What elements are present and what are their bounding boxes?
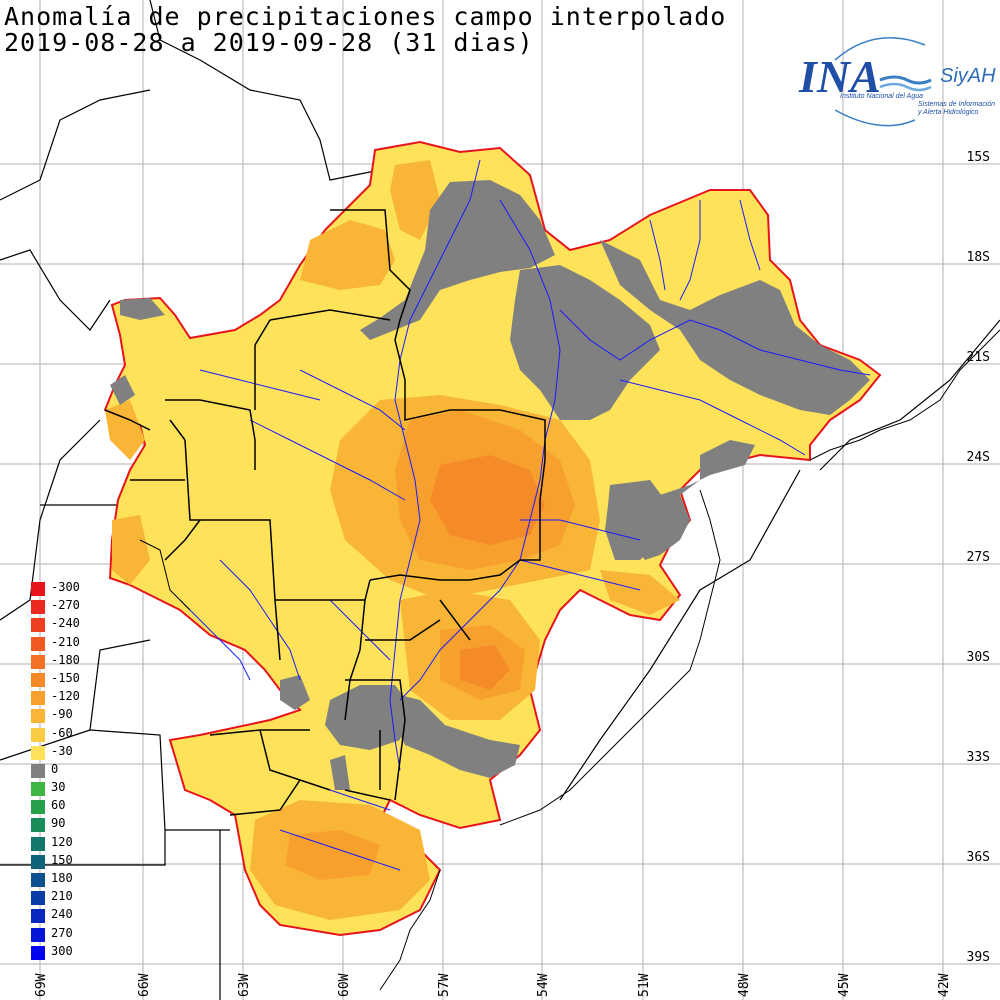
legend-swatch xyxy=(31,854,45,869)
lon-label-66w: 66W xyxy=(137,973,152,997)
lon-label-45w: 45W xyxy=(837,973,852,997)
legend-swatch xyxy=(31,909,45,924)
logo-alert-text: y Alerta Hidrológico xyxy=(917,109,979,116)
coastline xyxy=(139,329,1000,991)
anomaly-strongest-zones xyxy=(430,455,545,690)
legend-label: -240 xyxy=(51,616,80,631)
legend-swatch xyxy=(31,891,45,906)
lat-label-18s: 18S xyxy=(966,250,990,265)
legend-swatch xyxy=(31,927,45,942)
legend-swatch xyxy=(31,600,45,615)
legend-swatch xyxy=(31,654,45,669)
legend-label: 240 xyxy=(51,907,73,922)
legend-swatch xyxy=(31,709,45,724)
legend-swatch xyxy=(31,800,45,815)
legend-label: 120 xyxy=(51,834,73,849)
legend-label: -270 xyxy=(51,598,80,613)
lat-label-15s: 15S xyxy=(966,150,990,165)
rivers xyxy=(179,159,871,871)
legend-label: -90 xyxy=(51,707,73,722)
lon-label-69w: 69W xyxy=(34,973,49,997)
legend-swatch xyxy=(31,945,45,960)
logo-institute-text: Instituto Nacional del Agua xyxy=(840,93,923,100)
anomaly-neutral-zones xyxy=(110,180,870,790)
legend-swatch xyxy=(31,745,45,760)
lat-label-36s: 36S xyxy=(966,850,990,865)
legend-swatch xyxy=(31,873,45,887)
legend-label: 60 xyxy=(51,798,66,813)
legend-swatch xyxy=(31,818,45,833)
lon-label-42w: 42W xyxy=(937,973,952,997)
legend-label: 180 xyxy=(51,871,73,885)
legend-label: 150 xyxy=(51,852,73,867)
legend-label: -180 xyxy=(51,652,80,667)
legend-swatch xyxy=(31,782,45,797)
lat-label-21s: 21S xyxy=(966,350,990,365)
legend-swatch xyxy=(31,636,45,651)
legend-label: -210 xyxy=(51,634,80,649)
lat-label-24s: 24S xyxy=(966,450,990,465)
lat-label-39s: 39S xyxy=(966,950,990,965)
lon-label-54w: 54W xyxy=(536,973,551,997)
lon-label-63w: 63W xyxy=(237,973,252,997)
legend-label: 210 xyxy=(51,889,73,904)
legend-label: 270 xyxy=(51,925,73,940)
logo-siyah-text: SiyAH xyxy=(940,65,996,87)
lon-label-48w: 48W xyxy=(737,973,752,997)
lat-label-33s: 33S xyxy=(966,750,990,765)
internal-borders xyxy=(104,209,546,816)
legend-label: -60 xyxy=(51,725,73,740)
map-date-range: 2019-08-28 a 2019-09-28 (31 dias) xyxy=(4,28,534,57)
legend-label: -300 xyxy=(51,580,80,594)
legend-swatch xyxy=(31,672,45,687)
logo-ina-text: INA xyxy=(798,51,881,102)
lon-label-60w: 60W xyxy=(337,973,352,997)
lat-label-30s: 30S xyxy=(966,650,990,665)
legend-label: 90 xyxy=(51,816,66,831)
legend-swatch xyxy=(31,691,45,706)
legend-swatch xyxy=(31,727,45,742)
ina-siyah-logo: INA SiyAH Instituto Nacional del Agua Si… xyxy=(798,36,996,127)
legend-label: -30 xyxy=(51,743,73,758)
legend-swatch xyxy=(31,582,45,596)
legend-swatch xyxy=(31,763,45,778)
legend-label: 30 xyxy=(51,780,66,795)
legend-label: 300 xyxy=(51,943,73,958)
legend-label: -120 xyxy=(51,689,80,704)
map-title: Anomalía de precipitaciones campo interp… xyxy=(4,2,727,31)
legend-swatch xyxy=(31,836,45,851)
lon-label-51w: 51W xyxy=(637,973,652,997)
logo-system-text: Sistemas de Información xyxy=(918,101,995,108)
legend-label: -150 xyxy=(51,670,80,685)
legend-swatch xyxy=(31,618,45,633)
lon-label-57w: 57W xyxy=(437,973,452,997)
lat-label-27s: 27S xyxy=(966,550,990,565)
legend-label: 0 xyxy=(51,761,59,776)
